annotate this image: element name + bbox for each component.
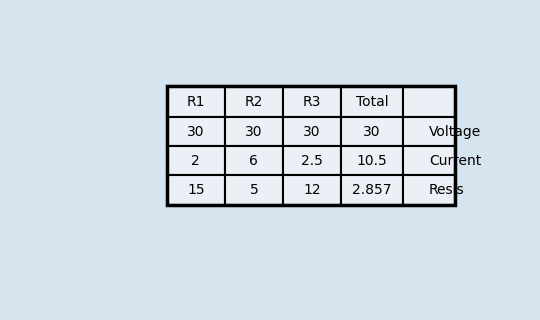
Text: 30: 30 bbox=[363, 124, 381, 139]
Text: 10.5: 10.5 bbox=[357, 154, 388, 168]
Bar bbox=[225, 86, 283, 117]
Bar bbox=[283, 175, 341, 205]
Text: 12: 12 bbox=[303, 183, 321, 197]
Text: Resis: Resis bbox=[429, 183, 464, 197]
Text: R2: R2 bbox=[245, 94, 263, 108]
Bar bbox=[341, 146, 403, 175]
Bar bbox=[283, 117, 341, 146]
Text: 2: 2 bbox=[191, 154, 200, 168]
Bar bbox=[167, 86, 455, 205]
Text: 2.857: 2.857 bbox=[352, 183, 392, 197]
Bar bbox=[341, 86, 403, 117]
Text: 6: 6 bbox=[249, 154, 258, 168]
Bar bbox=[283, 86, 341, 117]
Text: 30: 30 bbox=[245, 124, 262, 139]
Text: Total: Total bbox=[356, 94, 388, 108]
Bar bbox=[225, 175, 283, 205]
Bar bbox=[167, 117, 225, 146]
Bar bbox=[167, 86, 225, 117]
Text: Voltage: Voltage bbox=[429, 124, 481, 139]
Text: R3: R3 bbox=[303, 94, 321, 108]
Text: 5: 5 bbox=[249, 183, 258, 197]
Text: 2.5: 2.5 bbox=[301, 154, 323, 168]
Bar bbox=[225, 117, 283, 146]
Bar bbox=[341, 117, 403, 146]
Text: Current: Current bbox=[429, 154, 481, 168]
Text: 30: 30 bbox=[187, 124, 205, 139]
Bar bbox=[403, 86, 455, 117]
Bar bbox=[341, 175, 403, 205]
Bar bbox=[283, 146, 341, 175]
Bar bbox=[403, 146, 455, 175]
Bar bbox=[225, 146, 283, 175]
Bar bbox=[167, 175, 225, 205]
Bar bbox=[403, 117, 455, 146]
Text: 15: 15 bbox=[187, 183, 205, 197]
Text: R1: R1 bbox=[186, 94, 205, 108]
Bar bbox=[403, 175, 455, 205]
Bar bbox=[167, 146, 225, 175]
Text: 30: 30 bbox=[303, 124, 321, 139]
